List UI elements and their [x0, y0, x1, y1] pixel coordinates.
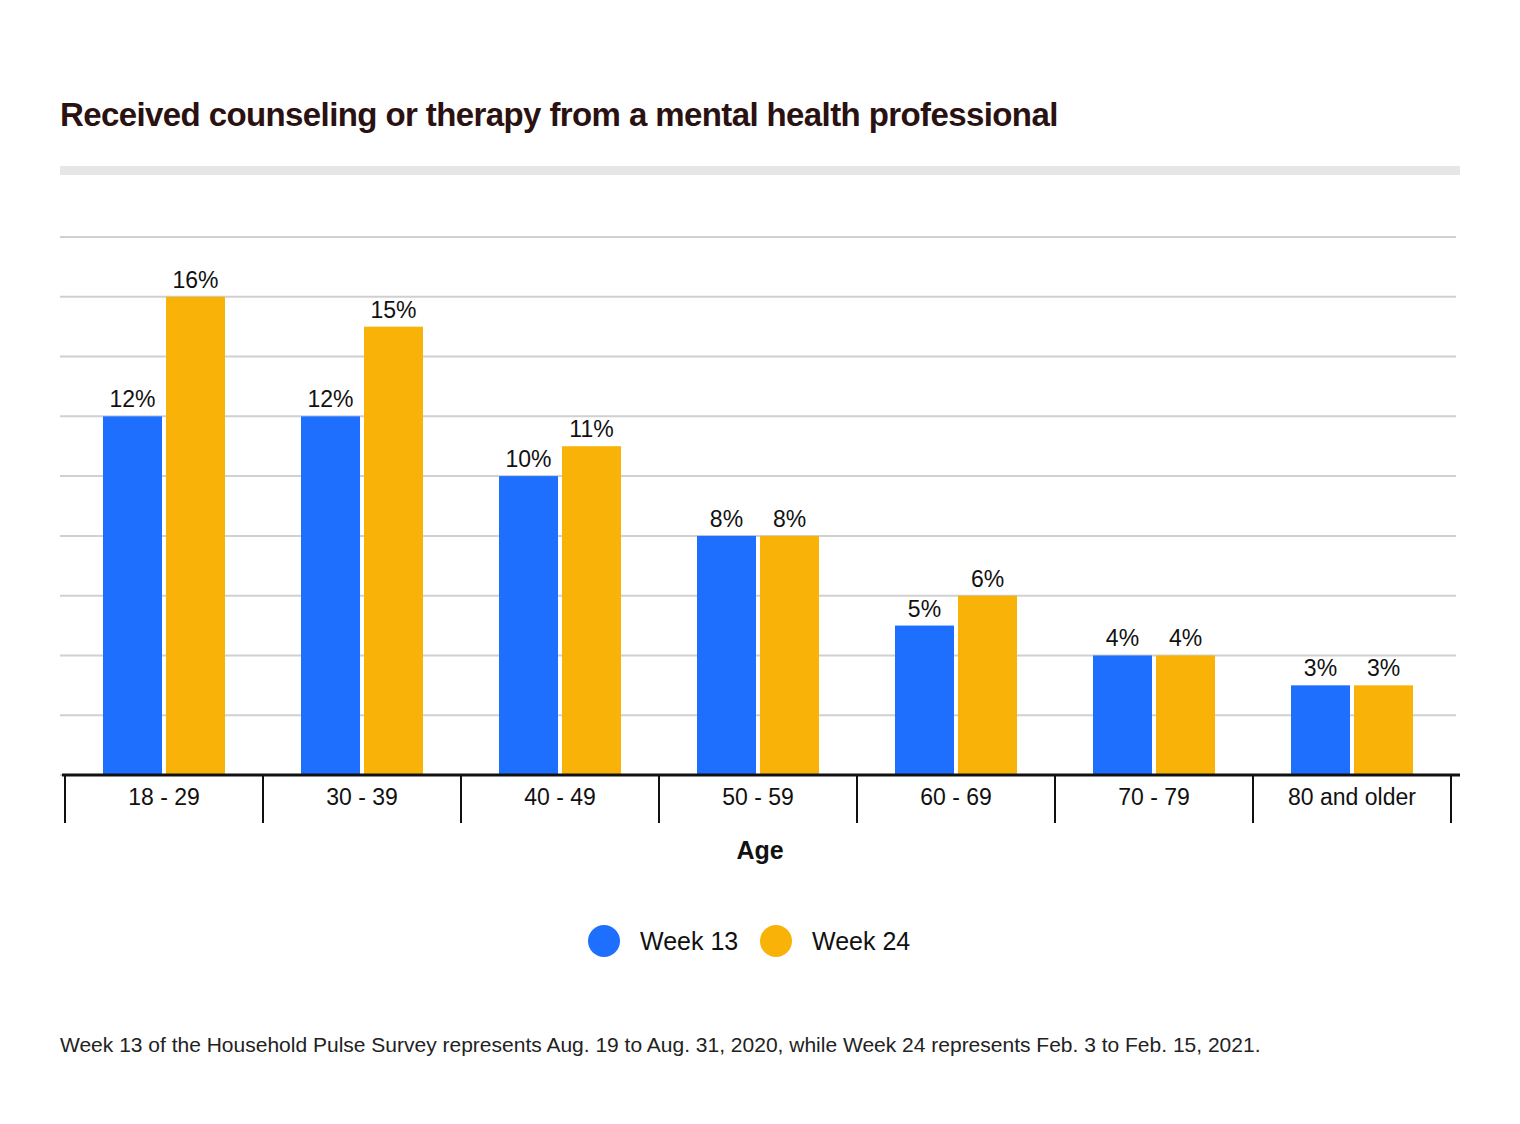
- category-separator: [262, 775, 264, 823]
- chart: Received counseling or therapy from a me…: [0, 0, 1520, 1124]
- bar: [1354, 685, 1413, 775]
- data-label: 10%: [505, 446, 551, 472]
- bar: [364, 327, 423, 775]
- x-tick: 60 - 69: [920, 775, 992, 810]
- legend: Week 13 Week 24: [588, 925, 910, 957]
- category-separator: [460, 775, 462, 823]
- grid-line: [60, 356, 1456, 358]
- grid-line: [60, 236, 1456, 238]
- category-separator: [1252, 775, 1254, 823]
- bar: [1156, 655, 1215, 775]
- legend-swatch: [760, 925, 792, 957]
- x-tick: 18 - 29: [128, 775, 200, 810]
- category-separator: [64, 775, 66, 823]
- data-label: 12%: [307, 386, 353, 412]
- data-label: 6%: [971, 566, 1004, 592]
- x-tick: 50 - 59: [722, 775, 794, 810]
- legend-swatch: [588, 925, 620, 957]
- bar: [697, 536, 756, 775]
- data-label: 8%: [773, 506, 806, 532]
- x-axis-title: Age: [736, 836, 783, 864]
- bar: [103, 416, 162, 775]
- data-label: 15%: [370, 297, 416, 323]
- data-label: 11%: [569, 416, 613, 442]
- title-rule: [60, 166, 1460, 175]
- bar: [301, 416, 360, 775]
- bar: [1291, 685, 1350, 775]
- data-label: 3%: [1367, 655, 1400, 681]
- grid-line: [60, 535, 1456, 537]
- x-tick-label: 40 - 49: [524, 784, 596, 810]
- grid-line: [60, 714, 1456, 716]
- legend-label: Week 13: [640, 927, 738, 955]
- bar: [499, 476, 558, 775]
- legend-label: Week 24: [812, 927, 910, 955]
- data-label: 12%: [109, 386, 155, 412]
- bar: [1093, 655, 1152, 775]
- bar: [166, 297, 225, 775]
- x-tick-label: 18 - 29: [128, 784, 200, 810]
- title: Received counseling or therapy from a me…: [60, 96, 1058, 133]
- x-tick-label: 50 - 59: [722, 784, 794, 810]
- category-separator: [1054, 775, 1056, 823]
- category-separator: [856, 775, 858, 823]
- x-tick: 30 - 39: [326, 775, 398, 810]
- footnote: Week 13 of the Household Pulse Survey re…: [60, 1033, 1260, 1056]
- grid-line: [60, 475, 1456, 477]
- x-tick: 80 and older: [1288, 775, 1416, 810]
- grid-line: [60, 296, 1456, 298]
- category-separator: [1450, 775, 1452, 823]
- category-separators: [65, 775, 1451, 823]
- bar: [562, 446, 621, 775]
- x-tick-label: 60 - 69: [920, 784, 992, 810]
- x-axis-line: [62, 774, 1460, 777]
- x-tick: 40 - 49: [524, 775, 596, 810]
- data-labels: 12% 12% 10% 8% 5% 4% 3% 16% 15% 11% 8% 6% 4% 3%: [109, 267, 1400, 682]
- data-label: 5%: [908, 596, 941, 622]
- category-separator: [658, 775, 660, 823]
- x-axis: 18 - 29 30 - 39 40 - 49 50 - 59 60 - 69 70 - …: [62, 775, 1460, 810]
- bar: [895, 626, 954, 775]
- data-label: 4%: [1106, 625, 1139, 651]
- x-tick-label: 70 - 79: [1118, 784, 1190, 810]
- x-tick: 70 - 79: [1118, 775, 1190, 810]
- x-tick-label: 80 and older: [1288, 784, 1416, 810]
- grid: [60, 237, 1456, 775]
- data-label: 16%: [172, 267, 218, 293]
- x-tick-label: 30 - 39: [326, 784, 398, 810]
- data-label: 8%: [710, 506, 743, 532]
- data-label: 4%: [1169, 625, 1202, 651]
- bar: [958, 596, 1017, 775]
- grid-line: [60, 595, 1456, 597]
- grid-line: [60, 654, 1456, 656]
- grid-line: [60, 415, 1456, 417]
- bar: [760, 536, 819, 775]
- bars: [103, 297, 1413, 775]
- data-label: 3%: [1304, 655, 1337, 681]
